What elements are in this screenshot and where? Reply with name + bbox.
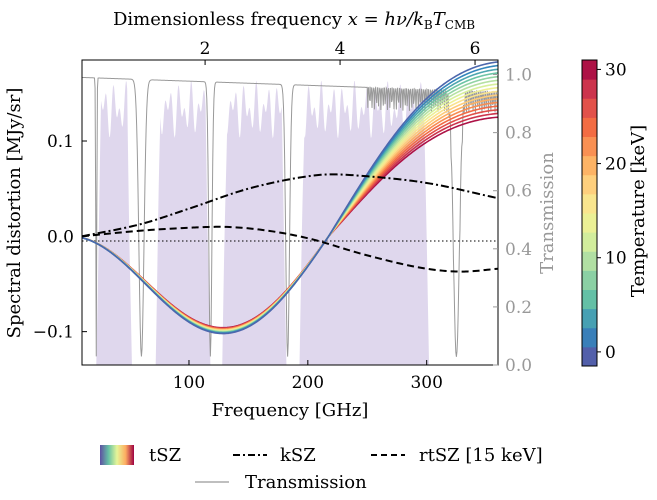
colorbar-segment — [582, 155, 597, 176]
colorbar-segment — [582, 117, 597, 137]
colorbar-segment — [582, 232, 597, 252]
colorbar-segment — [582, 60, 597, 80]
top-tick-label: 2 — [200, 39, 211, 59]
colorbar-tick-label: 30 — [605, 60, 627, 80]
colorbar-segment — [582, 289, 597, 310]
data-curves — [82, 61, 498, 335]
colorbar-segment — [582, 193, 597, 214]
y2-tick-label: 0.0 — [505, 356, 532, 376]
legend-rtsz-label: rtSZ [15 keV] — [419, 445, 543, 466]
colorbar-segment — [582, 174, 597, 195]
colorbar-segment — [582, 213, 597, 233]
y2-tick-label: 1.0 — [505, 66, 532, 86]
top-axis-label: Dimensionless frequency x = hν/kBTCMB — [113, 9, 475, 32]
y-axis-label: Spectral distortion [MJy/sr] — [4, 88, 25, 339]
legend-tsz-label: tSZ — [149, 445, 181, 466]
colorbar-frame — [581, 59, 598, 367]
colorbar-segment — [582, 251, 597, 271]
colorbar-tick-label: 20 — [605, 155, 627, 175]
legend-transmission-label: Transmission — [245, 472, 367, 493]
colorbar-tick-label: 0 — [605, 343, 616, 363]
tsz-curve-0kev — [82, 61, 498, 335]
colorbar-segment — [582, 270, 597, 290]
band-2 — [153, 80, 213, 365]
plot-frame — [81, 59, 499, 366]
x-axis-label: Frequency [GHz] — [212, 400, 369, 421]
transmission-curve — [82, 76, 498, 357]
x-tick-label: 300 — [410, 373, 442, 393]
colorbar: 0 10 20 30 — [581, 59, 627, 367]
axes: 100 200 300 2 4 6 −0.1 0.0 0.1 0.0 0.2 0.4 0.6 0.8 1.0 — [33, 39, 532, 393]
band-4 — [297, 80, 432, 365]
top-tick-label: 4 — [335, 39, 346, 59]
x-tick-label: 100 — [173, 373, 205, 393]
y2-tick-label: 0.6 — [505, 182, 532, 202]
y-tick-label: 0.1 — [47, 132, 74, 152]
colorbar-segment — [582, 346, 597, 367]
top-tick-label: 6 — [470, 39, 481, 59]
legend: tSZ kSZ rtSZ [15 keV] Transmission — [100, 445, 543, 493]
y2-axis-label: Transmission — [537, 152, 558, 274]
colorbar-segment — [582, 79, 597, 99]
transmission-curves — [82, 76, 498, 357]
band-1 — [93, 81, 135, 365]
colorbar-label: Temperature [keV] — [628, 125, 649, 297]
legend-tsz-swatch — [100, 445, 134, 465]
y2-tick-label: 0.4 — [505, 240, 532, 260]
y2-tick-label: 0.2 — [505, 298, 532, 318]
y-tick-label: 0.0 — [47, 227, 74, 247]
colorbar-segment — [582, 308, 597, 329]
colorbar-segment — [582, 98, 597, 118]
band-3 — [219, 80, 289, 365]
legend-ksz-label: kSZ — [280, 445, 316, 466]
colorbar-segment — [582, 136, 597, 157]
rtsz-curve — [82, 225, 498, 273]
colorbar-segment — [582, 327, 597, 348]
y-tick-label: −0.1 — [33, 323, 74, 343]
y2-tick-label: 0.8 — [505, 124, 532, 144]
colorbar-tick-label: 10 — [605, 249, 627, 269]
x-tick-label: 200 — [292, 373, 324, 393]
